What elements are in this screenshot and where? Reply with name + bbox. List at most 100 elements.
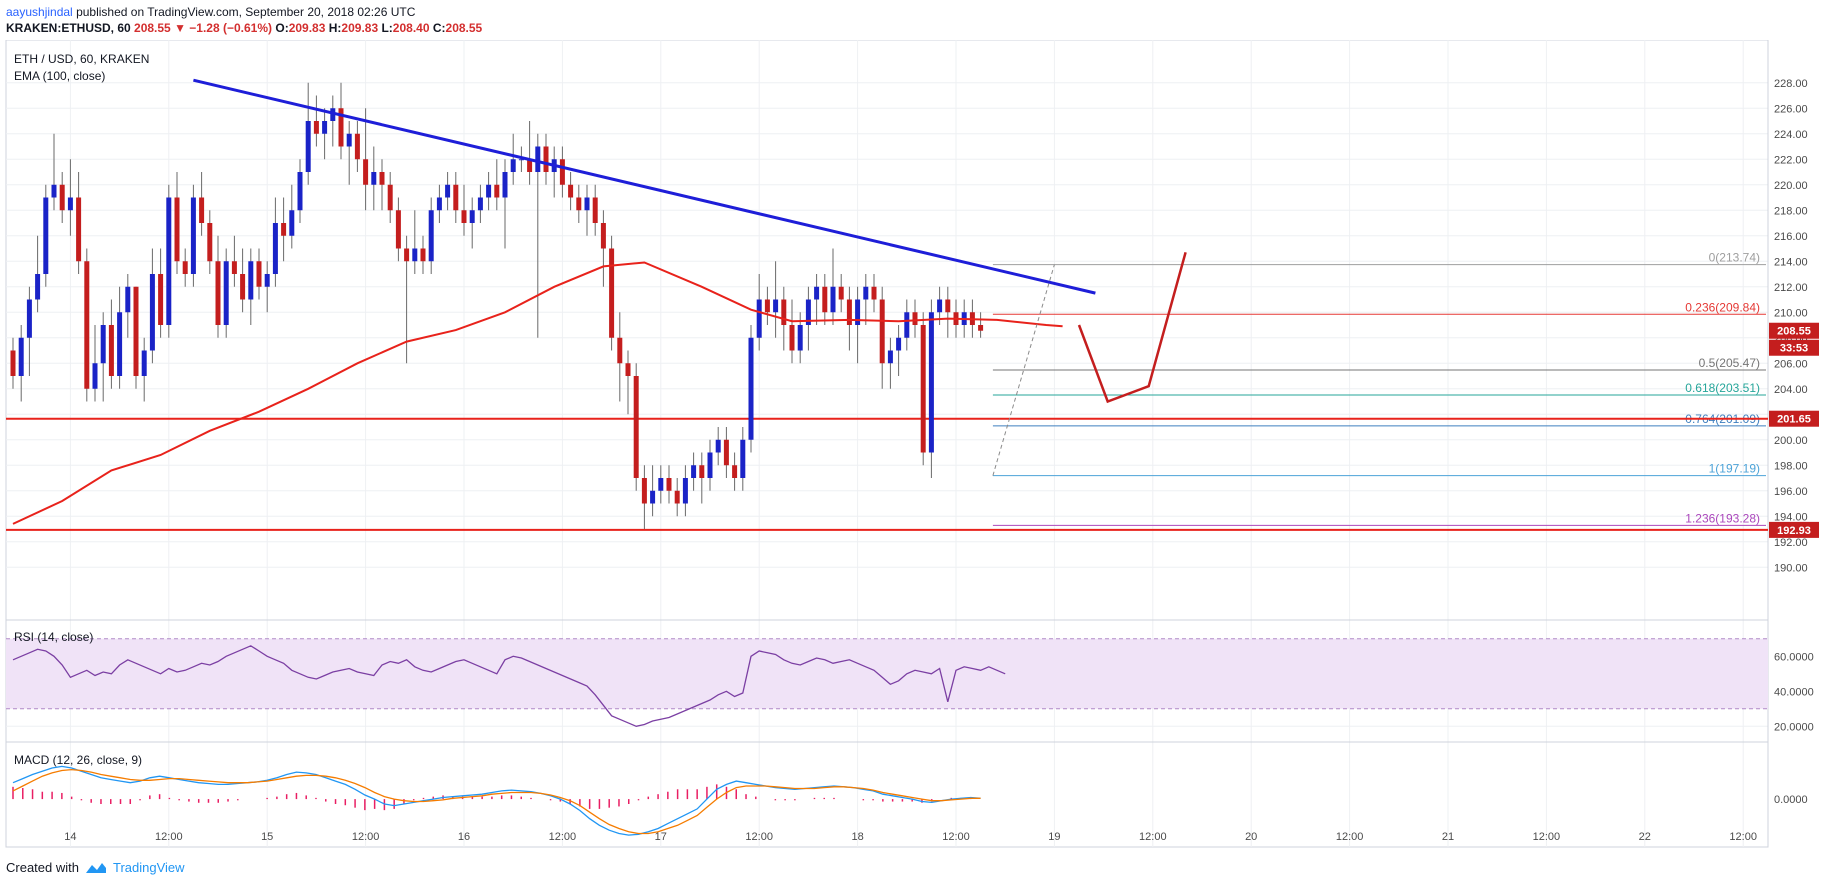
candle-up: [248, 261, 254, 300]
time-axis-ticks: 14 12:00 15 12:00 16 12:00 17 12:00 18 12:00 19 12:…: [64, 831, 1757, 843]
created-with-text: Created with: [6, 860, 79, 875]
x-tick-label: 17: [655, 831, 667, 843]
low-label: L:: [381, 21, 393, 35]
candle-up: [223, 261, 229, 325]
candle-down: [404, 248, 410, 262]
candle-down: [231, 261, 237, 274]
candle-down: [625, 363, 631, 376]
candle-down: [240, 274, 246, 300]
low-value: 208.40: [392, 21, 430, 35]
candle-up: [896, 337, 902, 351]
fib-level-label: 1.236(193.28): [1685, 511, 1760, 525]
support-tag-2: 192.93: [1777, 525, 1811, 537]
candle-up: [584, 197, 590, 211]
candle-up: [305, 121, 311, 172]
rsi-band: [6, 638, 1768, 709]
price-tick-label: 222.00: [1774, 154, 1808, 166]
fib-anchor-line: [992, 264, 1055, 476]
last-price: 208.55: [134, 21, 171, 35]
x-tick-label: 22: [1639, 831, 1651, 843]
candle-up: [51, 184, 57, 198]
candle-up: [166, 197, 172, 325]
main-title: ETH / USD, 60, KRAKEN: [14, 52, 149, 66]
candle-up: [748, 337, 754, 440]
candle-down: [199, 197, 205, 223]
candle-up: [904, 312, 910, 338]
x-tick-label: 12:00: [942, 831, 970, 843]
candle-up: [436, 197, 442, 211]
candle-down: [182, 261, 188, 274]
candle-down: [879, 299, 885, 364]
candle-down: [699, 465, 705, 478]
candle-up: [486, 184, 492, 198]
price-tags: 208.55 33:53 201.65 192.93: [1769, 322, 1819, 538]
price-tick-label: 200.00: [1774, 435, 1808, 447]
tradingview-brand[interactable]: TradingView: [112, 860, 185, 875]
candle-up: [518, 159, 524, 161]
open-value: 209.83: [288, 21, 326, 35]
x-tick-label: 20: [1245, 831, 1257, 843]
candle-up: [773, 299, 779, 313]
x-tick-label: 15: [261, 831, 273, 843]
candle-down: [609, 248, 615, 338]
candle-down: [781, 299, 787, 325]
chart-area[interactable]: 0(213.74) 0.236(209.84) 0.5(205.47) 0.618(2…: [0, 39, 1828, 857]
projection-arrows: [1077, 251, 1187, 404]
candle-down: [76, 197, 82, 262]
candle-up: [412, 248, 418, 262]
candle-down: [395, 210, 401, 249]
candle-up: [92, 363, 98, 389]
candle-down: [84, 261, 90, 389]
candle-down: [453, 184, 459, 211]
fib-level-label: 0(213.74): [1709, 251, 1760, 265]
price-tick-label: 190.00: [1774, 562, 1808, 574]
price-tick-label: 224.00: [1774, 129, 1808, 141]
close-value: 208.55: [445, 21, 483, 35]
price-tick-label: 216.00: [1774, 231, 1808, 243]
x-tick-label: 12:00: [1533, 831, 1561, 843]
chart-header: aayushjindal published on TradingView.co…: [6, 4, 1816, 36]
fib-level-label: 0.5(205.47): [1699, 356, 1760, 370]
publish-line: aayushjindal published on TradingView.co…: [6, 4, 1816, 20]
candle-down: [338, 108, 344, 147]
x-tick-label: 21: [1442, 831, 1454, 843]
macd-tick-label: 0.0000: [1774, 794, 1808, 806]
candle-up: [289, 210, 295, 236]
price-tick-label: 228.00: [1774, 78, 1808, 90]
trendline: [193, 78, 1096, 295]
price-tick-label: 196.00: [1774, 486, 1808, 498]
x-tick-label: 12:00: [549, 831, 577, 843]
last-price-tag: 208.55: [1777, 326, 1811, 338]
candle-up: [477, 197, 483, 211]
fib-level-label: 1(197.19): [1709, 462, 1760, 476]
price-chart-svg[interactable]: 0(213.74) 0.236(209.84) 0.5(205.47) 0.618(2…: [0, 39, 1828, 852]
price-tick-label: 214.00: [1774, 256, 1808, 268]
ema-line: [12, 261, 1063, 525]
candle-down: [543, 146, 549, 172]
x-tick-label: 18: [851, 831, 863, 843]
candle-down: [215, 261, 221, 325]
candle-up: [928, 312, 934, 453]
symbol-label: KRAKEN:ETHUSD, 60: [6, 21, 131, 35]
candle-down: [846, 299, 852, 325]
candle-up: [100, 325, 106, 364]
macd-label: MACD (12, 26, close, 9): [14, 753, 142, 767]
candle-up: [371, 172, 377, 185]
candle-down: [494, 184, 500, 198]
candle-up: [67, 197, 73, 211]
candle-up: [682, 478, 688, 504]
price-tick-label: 204.00: [1774, 384, 1808, 396]
author-link[interactable]: aayushjindal: [6, 5, 73, 19]
candle-up: [887, 350, 893, 364]
candle-down: [617, 337, 623, 364]
fib-anchor-dashed: [992, 264, 1055, 476]
x-tick-label: 12:00: [1336, 831, 1364, 843]
candle-down: [633, 376, 639, 478]
support-tag-1-bg: [1769, 410, 1819, 427]
x-tick-label: 12:00: [1139, 831, 1167, 843]
candle-up: [125, 286, 131, 313]
candle-up: [756, 299, 762, 338]
candle-up: [510, 159, 516, 172]
candle-up: [863, 286, 869, 300]
candle-up: [18, 337, 24, 376]
